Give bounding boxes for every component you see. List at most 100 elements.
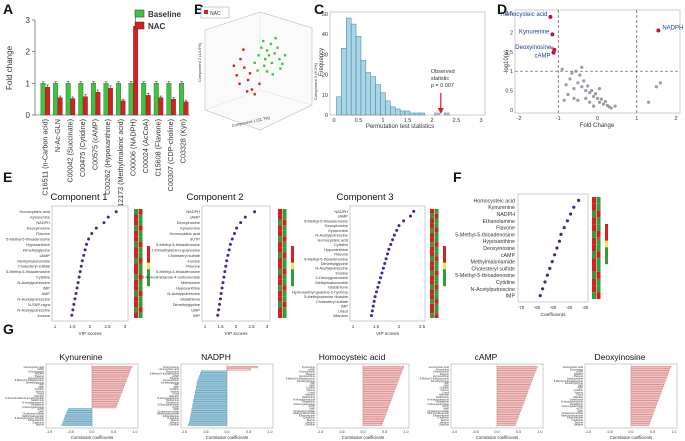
panel-a-bar-nac [108, 87, 113, 116]
panel-b-3d-scatter: NAC Component 1 (31.7%) Component 2 (14.… [197, 6, 318, 131]
heatmap-cell [282, 236, 287, 242]
heatmap-cell [596, 278, 601, 286]
panel-e-vip-dot [387, 247, 391, 251]
heatmap-cell [596, 285, 601, 293]
panel-g-row-label: 2-Deoxyguanosine [22, 405, 44, 409]
panel-g-bar [190, 414, 228, 418]
panel-d-point [658, 81, 662, 85]
panel-d-point [597, 87, 602, 91]
colorbar-cell [443, 279, 446, 283]
panel-g-bar [91, 388, 124, 391]
panel-g-row-label: Taurine [306, 418, 315, 422]
panel-c-hist-bar [360, 60, 367, 116]
panel-c-hist-bar [380, 92, 386, 116]
panel-e-2: Component 2 NADPHcAMPDeoxyinosineKynureni… [142, 192, 294, 337]
heatmap-cell [430, 246, 434, 252]
colorbar-cell [443, 256, 446, 260]
panel-g-row-label: N-Acetylputrescine [427, 397, 449, 401]
panel-g-row-label: 5-Methyl-5-thioadenosine [554, 379, 584, 383]
panel-g-bar [630, 368, 670, 371]
panel-b-point [278, 57, 281, 61]
panel-g-bar [630, 366, 672, 369]
panel-e-x-tick-label: 1.5 [217, 324, 224, 329]
panel-e-1: Component 1 Homocysteic acidKynurenineNAD… [6, 192, 150, 337]
panel-d-point [586, 84, 590, 88]
panel-label-b: B [194, 1, 204, 17]
heatmap-cell [596, 237, 601, 245]
panel-g-row-label: Dimethylglycine [26, 380, 45, 384]
panel-a-bar-baseline [141, 83, 147, 116]
panel-e-vip-dot [391, 238, 395, 242]
panel-e-row-label: N-Acetylputrescine [315, 233, 348, 238]
heatmap-cell [434, 280, 439, 285]
heatmap-cell [138, 247, 143, 253]
legend-label-nac: NAC [148, 22, 166, 31]
heatmap-cell [434, 251, 439, 257]
panel-g-bar [362, 419, 384, 422]
colorbar-cell [605, 244, 608, 248]
panel-e-vip-dot [402, 219, 406, 223]
heatmap-cell [434, 261, 439, 266]
heatmap-cell [278, 285, 282, 291]
panel-g-row-label: IMP [444, 381, 449, 385]
panel-g-bar [362, 391, 395, 394]
panel-b-point [265, 70, 269, 73]
panel-e-vip-dot [383, 262, 387, 265]
panel-e-vip-dot [106, 215, 110, 219]
panel-b-point [253, 61, 256, 65]
panel-e-title: Component 2 [186, 192, 243, 203]
panel-e-vip-dot [90, 232, 94, 236]
colorbar-cell [443, 252, 446, 257]
heatmap-cell [134, 219, 138, 226]
panel-c-hist-bar [385, 100, 391, 116]
panel-d-y-tick-label: 2 [510, 30, 513, 36]
panel-g-bar [192, 403, 228, 406]
panel-g-row-label: Cholesteryl sulfate [428, 409, 450, 413]
heatmap-cell [134, 241, 138, 248]
heatmap-cell [592, 251, 596, 259]
panel-e-vip-dot [397, 224, 401, 228]
heatmap-cell [596, 244, 601, 252]
panel-g-bar [496, 396, 526, 399]
colorbar-cell [147, 269, 150, 273]
panel-d-x-tick-label: -1 [556, 116, 561, 122]
panel-e-vip-dot [217, 308, 221, 312]
heatmap-cell [278, 307, 282, 313]
panel-g-bar [194, 397, 228, 400]
panel-e-row-label: Cytidine [36, 275, 50, 280]
panel-d-point [599, 97, 604, 101]
panel-g-bar [189, 421, 228, 424]
panel-b-point [256, 69, 259, 72]
panel-e-vip-dot [76, 281, 80, 285]
heatmap-cell [434, 299, 439, 304]
panel-e-x-tick-label: 2 [89, 324, 92, 329]
panel-g-row-label: Flavone [574, 374, 584, 378]
panel-e-row-label: IMP [341, 304, 348, 309]
panel-g-x-tick-label: 0.0 [225, 430, 230, 434]
panel-e-x-tick-label: 1 [204, 324, 207, 329]
panel-g-row-label: Flavone [170, 376, 180, 380]
colorbar-cell [291, 249, 294, 253]
panel-c-hist-bar [414, 112, 421, 116]
panel-e-vip-dot [225, 259, 229, 263]
heatmap-cell [134, 225, 138, 231]
panel-e-vip-dot [77, 275, 81, 279]
heatmap-cell [430, 223, 434, 228]
panel-d-highlight-label: NADPH [662, 25, 683, 31]
panel-g-title: NADPH [201, 352, 231, 362]
panel-e-row-label: 2-Deoxyguanosine [316, 275, 348, 280]
panel-g-bar [362, 421, 383, 424]
heatmap-cell [282, 279, 287, 286]
panel-g-row-label: Methylmalonamide [561, 413, 583, 417]
panel-e-row-label: Methylmalonamide [17, 258, 50, 263]
panel-a-bar-baseline [53, 83, 59, 116]
panel-d-highlight-point [550, 32, 555, 37]
panel-e-row-label: Dimethylglycine [23, 247, 50, 252]
heatmap-cell [282, 274, 287, 280]
heatmap-cell [434, 232, 439, 238]
panel-g-bar [630, 384, 664, 387]
heatmap-cell [282, 301, 287, 308]
heatmap-cell [282, 285, 287, 291]
heatmap-cell [430, 237, 434, 243]
